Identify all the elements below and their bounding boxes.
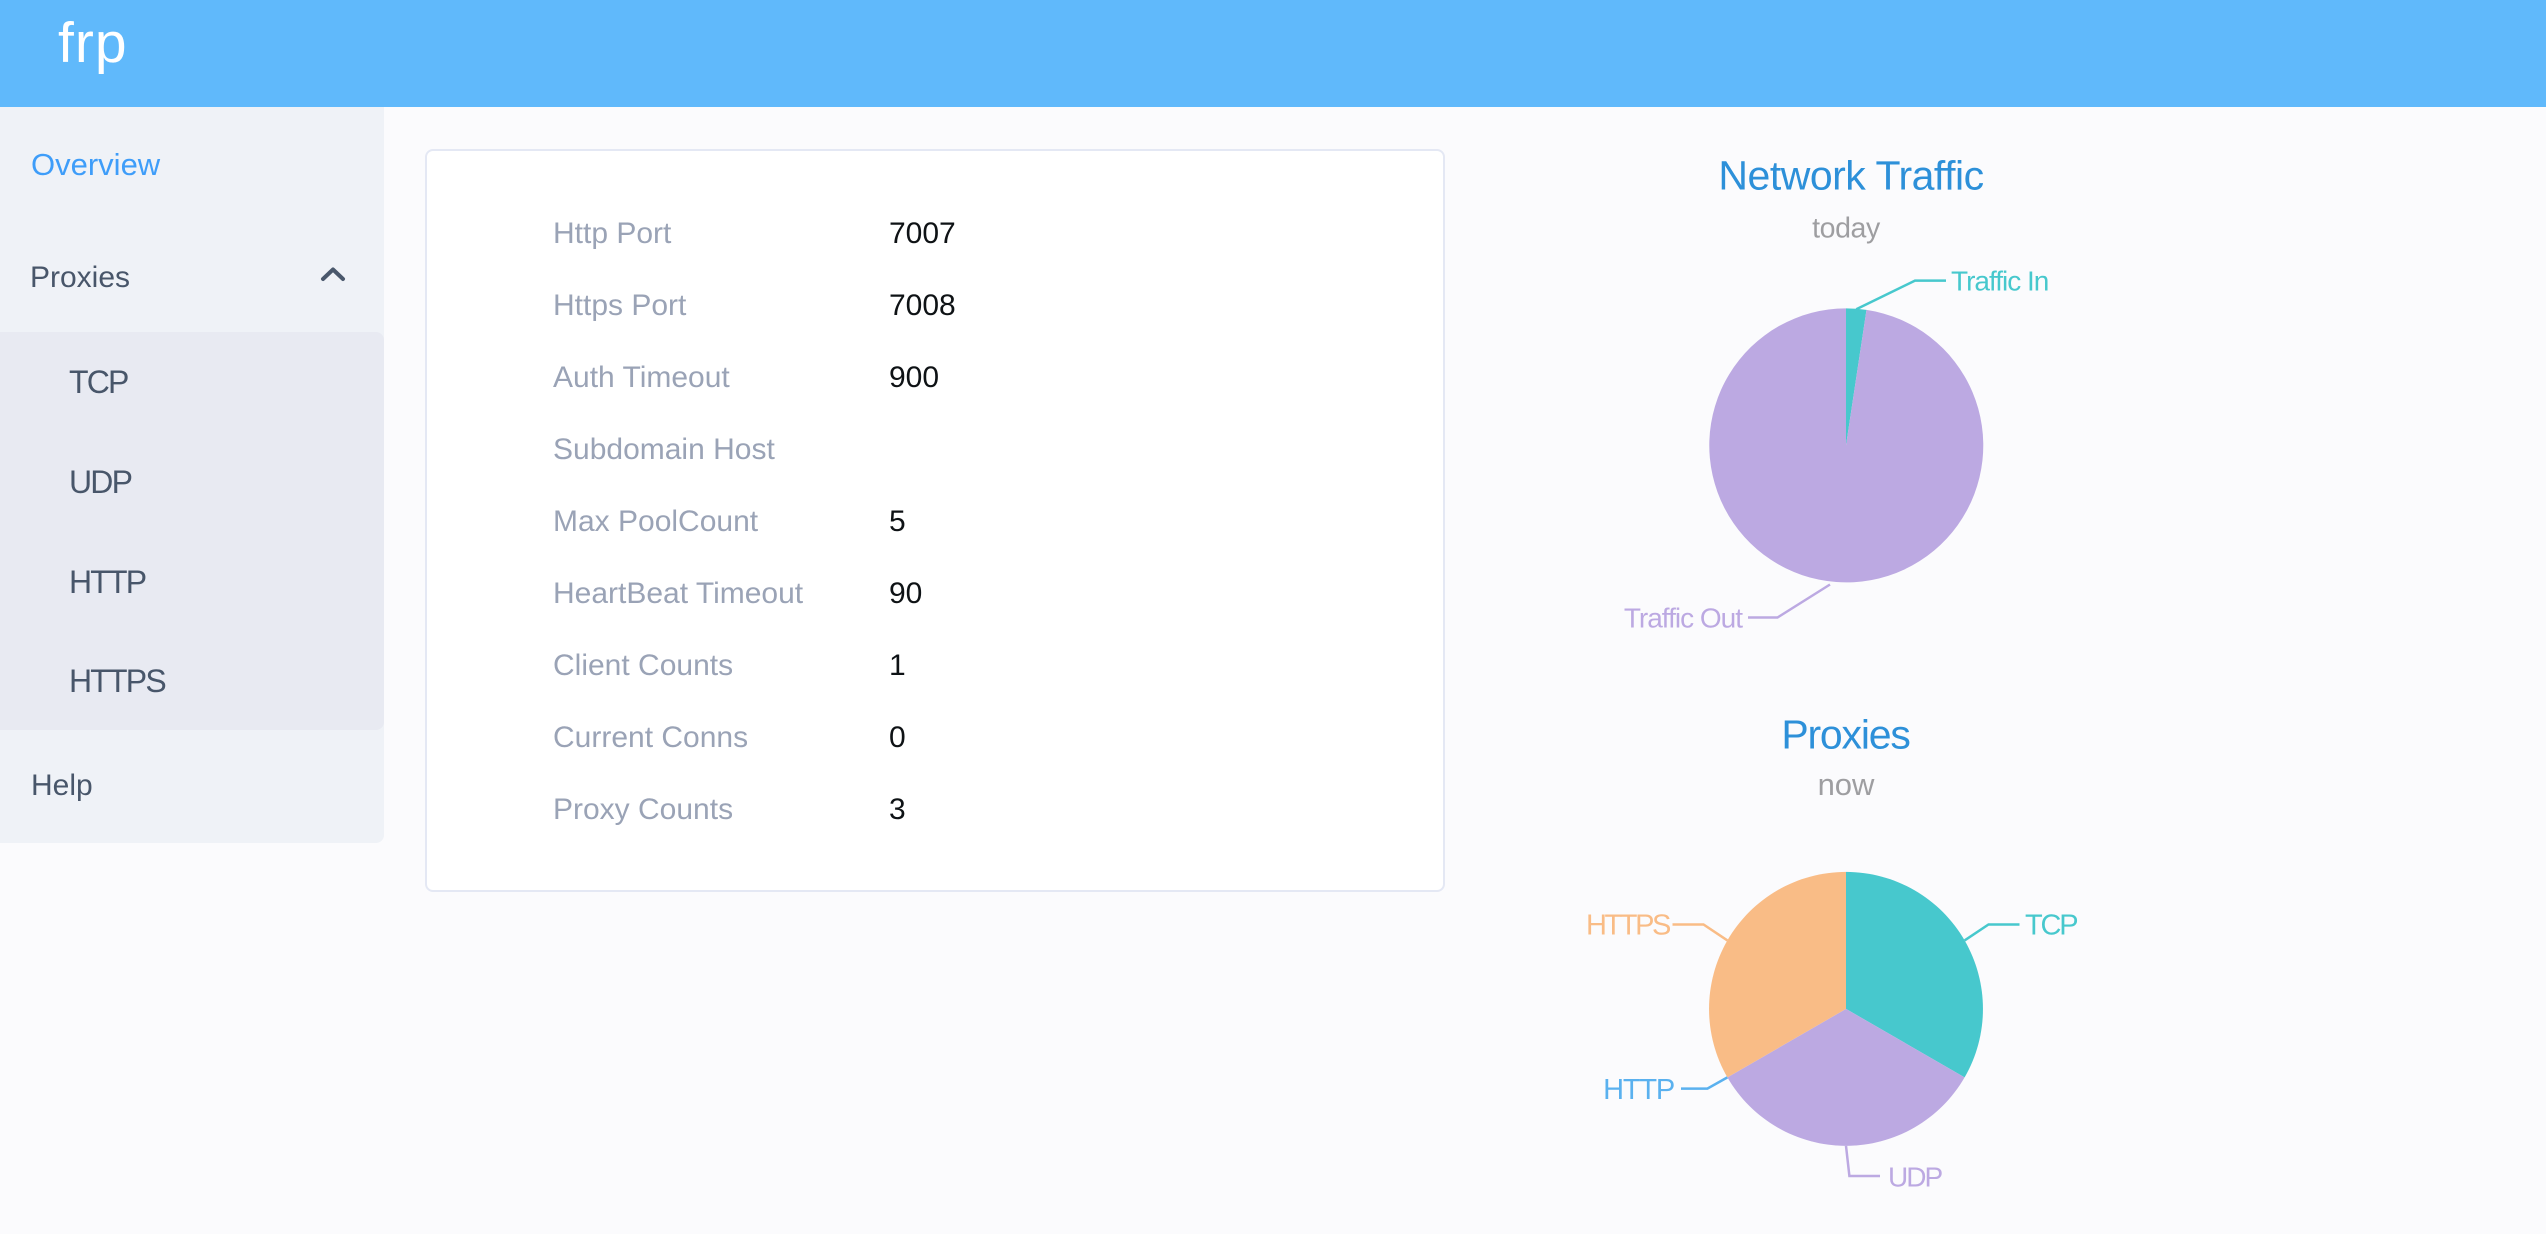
svg-text:TCP: TCP [2025,909,2077,941]
svg-text:HTTP: HTTP [1603,1074,1674,1106]
svg-text:UDP: UDP [1888,1161,1942,1192]
svg-text:now: now [1818,767,1875,802]
svg-text:Traffic In: Traffic In [1951,265,2048,296]
svg-text:Proxies: Proxies [1781,712,1910,758]
svg-text:today: today [1812,213,1881,245]
svg-text:Network Traffic: Network Traffic [1718,153,1983,199]
svg-text:Traffic Out: Traffic Out [1624,602,1743,633]
svg-text:HTTPS: HTTPS [1586,909,1671,941]
